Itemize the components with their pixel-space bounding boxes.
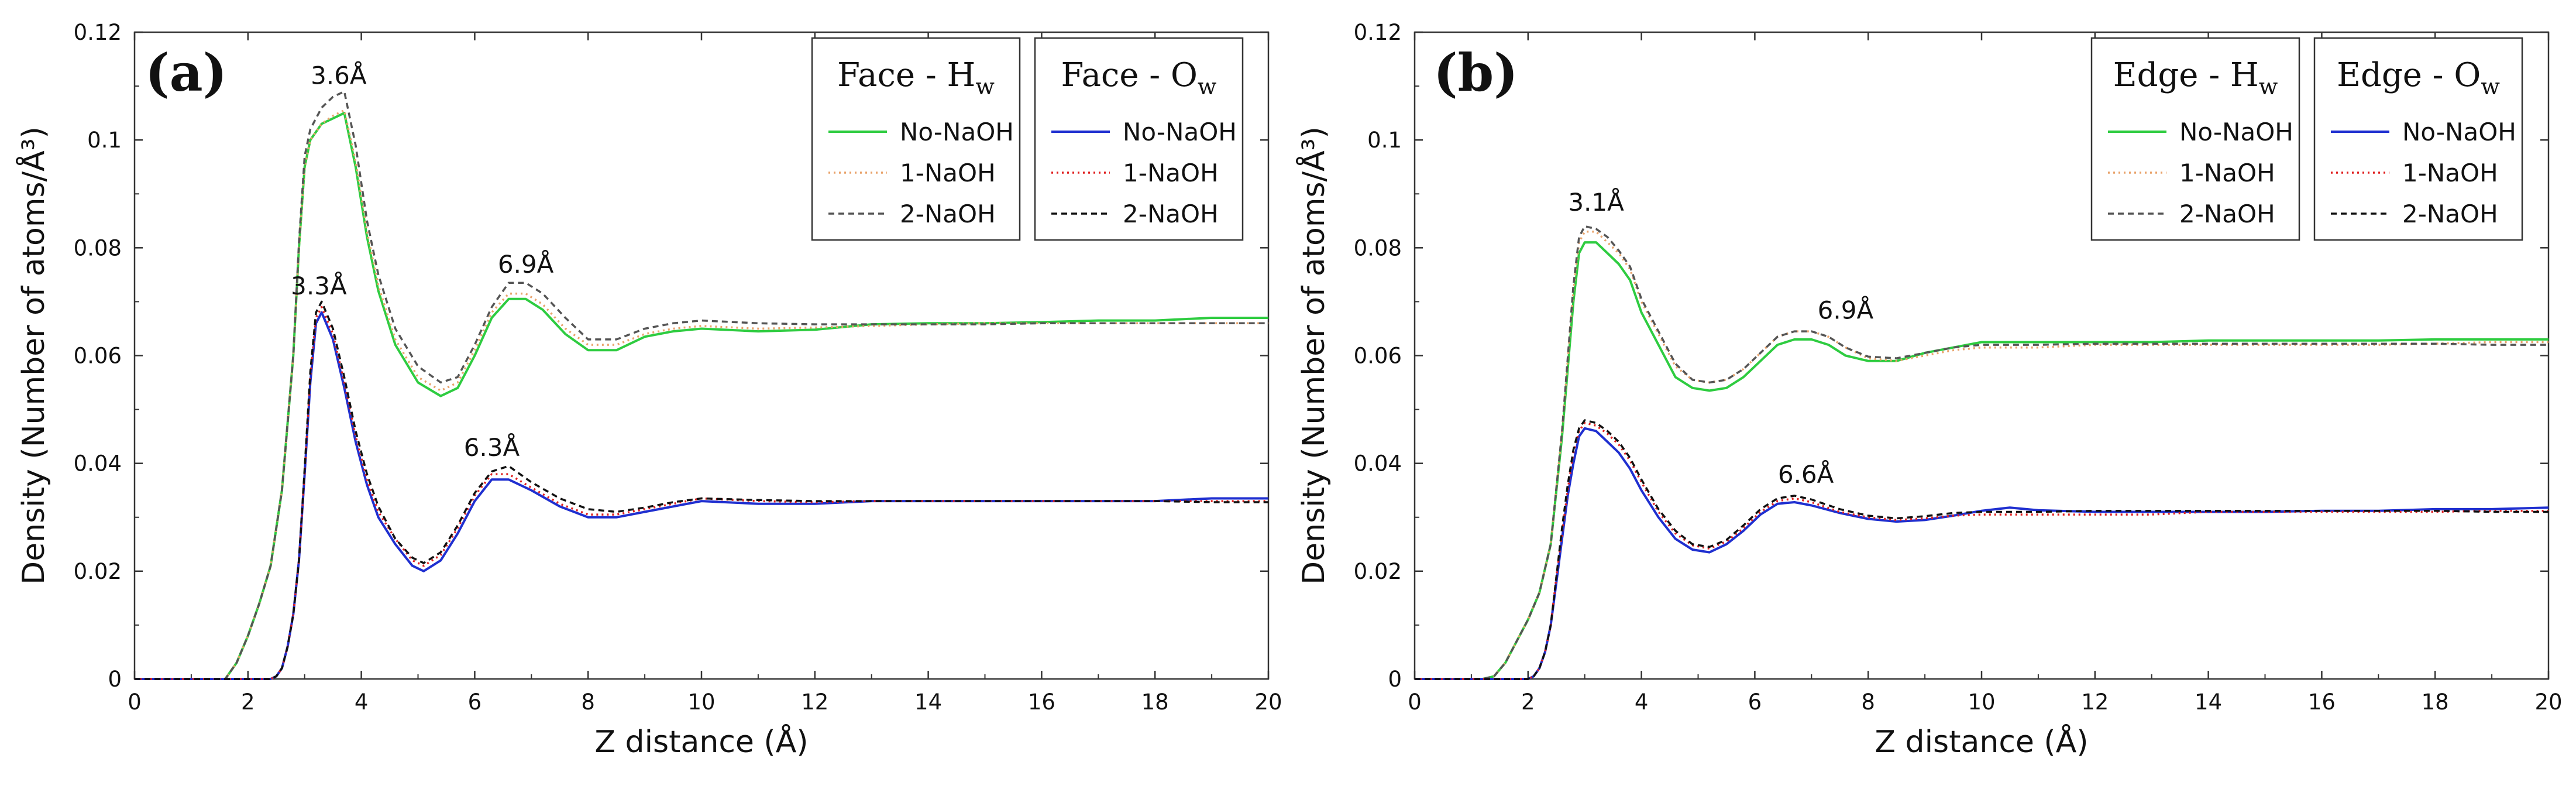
- legend-box: Face - Hw No-NaOH 1-NaOH 2-NaOH: [811, 37, 1021, 241]
- x-tick-label: 2: [241, 689, 255, 715]
- x-tick-label: 4: [1635, 689, 1649, 715]
- legend-title: Edge - Hw: [2113, 56, 2278, 100]
- legend-entry: 2-NaOH: [1123, 200, 1219, 228]
- x-tick-label: 16: [1028, 689, 1055, 715]
- y-tick-label: 0.1: [1367, 128, 1402, 153]
- y-tick-label: 0.04: [1354, 451, 1402, 476]
- legend-title: Edge - Ow: [2337, 56, 2500, 100]
- x-tick-label: 4: [355, 689, 369, 715]
- chart-panel-b: 0 2 4 6 8 10 12 14 16 18 20 0 0.02 0.04 0.06 0.08 0.1 0.1…: [1295, 20, 2563, 760]
- x-tick-label: 16: [2308, 689, 2336, 715]
- legend-title: Face - Ow: [1061, 56, 1217, 100]
- x-tick-label: 12: [2081, 689, 2109, 715]
- x-tick-label: 18: [1141, 689, 1169, 715]
- legend-title-main: Face - O: [1061, 56, 1198, 94]
- legend-entry: 2-NaOH: [2402, 200, 2498, 228]
- series-line-o-2-naoh: [135, 300, 1268, 680]
- x-tick-label: 8: [581, 689, 595, 715]
- panel-label: (a): [145, 42, 227, 103]
- x-tick-label: 10: [1968, 689, 1995, 715]
- legend-title-subscript: w: [2481, 74, 2500, 100]
- peak-annotation: 3.6Å: [311, 61, 367, 90]
- x-tick-label: 18: [2422, 689, 2449, 715]
- legend-frame: [1034, 37, 1244, 241]
- y-tick-label: 0.12: [1354, 20, 1402, 45]
- y-tick-label: 0.08: [74, 235, 122, 260]
- y-axis-title: Density (Number of atoms/Å³): [1295, 126, 1332, 585]
- series-line-o-1-naoh: [135, 306, 1268, 680]
- series-line-h-2-naoh: [135, 90, 1268, 680]
- x-tick-label: 20: [1254, 689, 1282, 715]
- y-tick-label: 0.08: [1354, 235, 1402, 260]
- panel-label: (b): [1433, 42, 1518, 103]
- series-line-h-no-naoh: [1415, 241, 2549, 680]
- x-tick-label: 0: [128, 689, 142, 715]
- series-line-h-2-naoh: [1415, 225, 2549, 680]
- legend-box: Edge - Hw No-NaOH 1-NaOH 2-NaOH: [2090, 37, 2300, 241]
- x-tick-label: 12: [801, 689, 828, 715]
- legend-box: Edge - Ow No-NaOH 1-NaOH 2-NaOH: [2313, 37, 2523, 241]
- x-axis-title: Z distance (Å): [594, 723, 808, 760]
- legend-frame: [811, 37, 1021, 241]
- peak-annotation: 6.9Å: [498, 249, 554, 279]
- x-tick-label: 6: [1748, 689, 1762, 715]
- x-tick-label: 0: [1408, 689, 1422, 715]
- legend-title-subscript: w: [975, 74, 995, 100]
- legend-entry: No-NaOH: [2179, 118, 2293, 146]
- legend-entry: 2-NaOH: [2179, 200, 2275, 228]
- x-tick-label: 14: [2195, 689, 2222, 715]
- x-tick-label: 20: [2534, 689, 2562, 715]
- x-tick-label: 10: [687, 689, 715, 715]
- legend-entry: 1-NaOH: [1123, 159, 1219, 187]
- y-tick-label: 0.04: [74, 451, 122, 476]
- series-line-h-1-naoh: [1415, 230, 2549, 680]
- y-tick-label: 0: [108, 667, 122, 692]
- peak-annotation: 6.9Å: [1818, 295, 1874, 324]
- y-tick-label: 0.02: [1354, 559, 1402, 584]
- legend-title-subscript: w: [2259, 74, 2278, 100]
- legend-title-main: Face - H: [837, 56, 975, 94]
- series-line-o-2-naoh: [1415, 419, 2549, 680]
- legend-entry: 1-NaOH: [900, 159, 996, 187]
- series-line-o-1-naoh: [1415, 421, 2549, 680]
- legend-title-subscript: w: [1198, 74, 1217, 100]
- y-tick-label: 0.02: [74, 559, 122, 584]
- x-axis-title: Z distance (Å): [1875, 723, 2088, 760]
- legend-box: Face - Ow No-NaOH 1-NaOH 2-NaOH: [1034, 37, 1244, 241]
- legend-title-main: Edge - H: [2113, 56, 2259, 94]
- legend-entry: No-NaOH: [1123, 118, 1237, 146]
- y-tick-label: 0.06: [74, 344, 122, 369]
- legend-frame: [2090, 37, 2300, 241]
- y-tick-label: 0.12: [74, 20, 122, 45]
- peak-annotation: 6.6Å: [1778, 459, 1834, 489]
- chart-panel-a: 0 2 4 6 8 10 12 14 16 18 20 0 0.02 0.04 0.06 0.08 0.1 0.1…: [15, 20, 1282, 760]
- series-line-o-no-naoh: [135, 311, 1268, 680]
- legend-title: Face - Hw: [837, 56, 995, 100]
- legend-entry: 1-NaOH: [2402, 159, 2498, 187]
- x-tick-label: 14: [914, 689, 942, 715]
- y-tick-label: 0.1: [87, 128, 122, 153]
- x-tick-label: 6: [468, 689, 482, 715]
- legend-entry: No-NaOH: [900, 118, 1014, 146]
- peak-annotation: 3.1Å: [1568, 187, 1624, 217]
- y-tick-label: 0: [1388, 667, 1402, 692]
- legend-title-main: Edge - O: [2337, 56, 2481, 94]
- series-group: [1415, 225, 2549, 680]
- y-axis-title: Density (Number of atoms/Å³): [15, 126, 51, 585]
- legend-entry: 2-NaOH: [900, 200, 996, 228]
- series-group: [135, 90, 1268, 680]
- x-tick-label: 8: [1861, 689, 1875, 715]
- series-line-o-no-naoh: [1415, 427, 2549, 680]
- legend-frame: [2313, 37, 2523, 241]
- legend-entry: 1-NaOH: [2179, 159, 2275, 187]
- peak-annotation: 6.3Å: [464, 433, 520, 462]
- legend-entry: No-NaOH: [2402, 118, 2516, 146]
- peak-annotation: 3.3Å: [291, 271, 347, 300]
- y-tick-label: 0.06: [1354, 344, 1402, 369]
- x-tick-label: 2: [1521, 689, 1535, 715]
